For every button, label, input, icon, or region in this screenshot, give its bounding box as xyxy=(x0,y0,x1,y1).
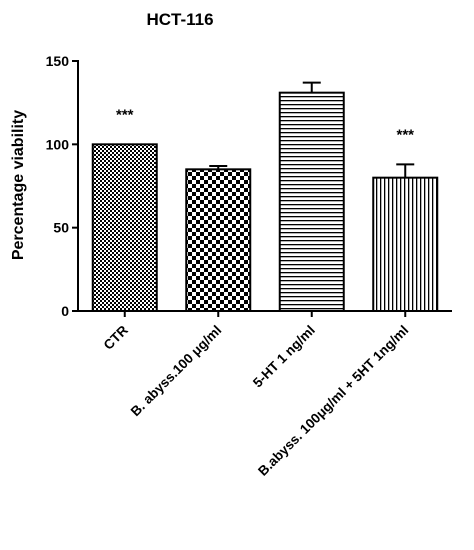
category-label: B. abyss.100 μg/ml xyxy=(128,323,225,420)
significance-label: *** xyxy=(396,126,414,143)
category-label: CTR xyxy=(101,322,131,352)
category-label: 5-HT 1 ng/ml xyxy=(250,323,318,391)
chart-title: HCT-116 xyxy=(146,10,213,29)
category-label: B.abyss. 100μg/ml + 5HT 1ng/ml xyxy=(255,323,411,479)
y-tick-label: 150 xyxy=(46,53,70,69)
bar xyxy=(185,168,252,312)
significance-label: *** xyxy=(116,106,134,123)
bar xyxy=(372,176,439,312)
y-tick-label: 100 xyxy=(46,136,70,152)
bars: *** *** xyxy=(91,81,439,312)
bar xyxy=(278,91,345,312)
y-axis-label: Percentage viability xyxy=(10,110,27,260)
bar xyxy=(91,143,158,312)
y-tick-label: 0 xyxy=(61,303,69,319)
y-tick-label: 50 xyxy=(53,220,69,236)
